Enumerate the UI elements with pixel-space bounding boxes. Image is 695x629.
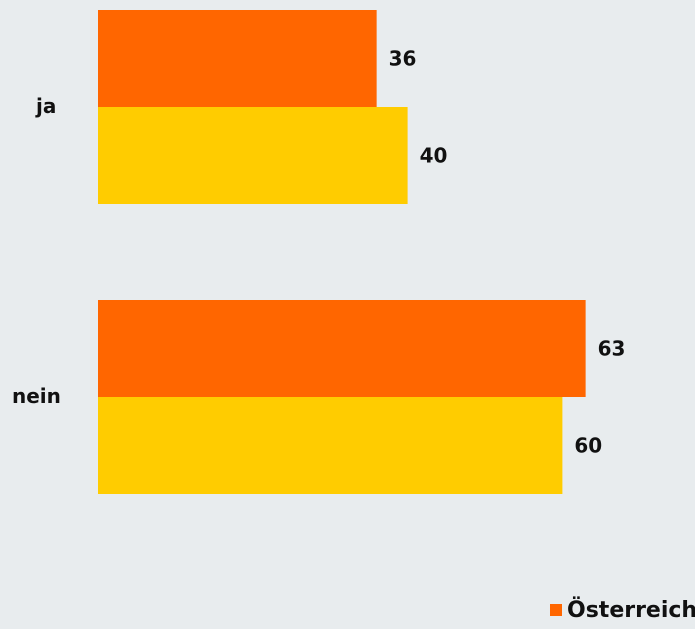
data-label-ja-series-1: 36 xyxy=(389,47,417,71)
bar-nein-series-2 xyxy=(98,397,563,494)
bar-nein-series-1 xyxy=(98,300,586,397)
data-label-nein-series-1: 63 xyxy=(598,337,626,361)
data-label-nein-series-2: 60 xyxy=(574,434,602,458)
legend-label: Österreich xyxy=(567,597,695,623)
category-label-ja: ja xyxy=(35,94,56,118)
data-label-ja-series-2: 40 xyxy=(420,144,448,168)
plot-area: ja 36 40 nein 63 60 xyxy=(12,10,625,494)
category-label-nein: nein xyxy=(12,384,61,408)
bar-ja-series-2 xyxy=(98,107,408,204)
legend: Österreich xyxy=(550,597,695,623)
legend-swatch xyxy=(550,604,562,616)
bar-ja-series-1 xyxy=(98,10,377,107)
